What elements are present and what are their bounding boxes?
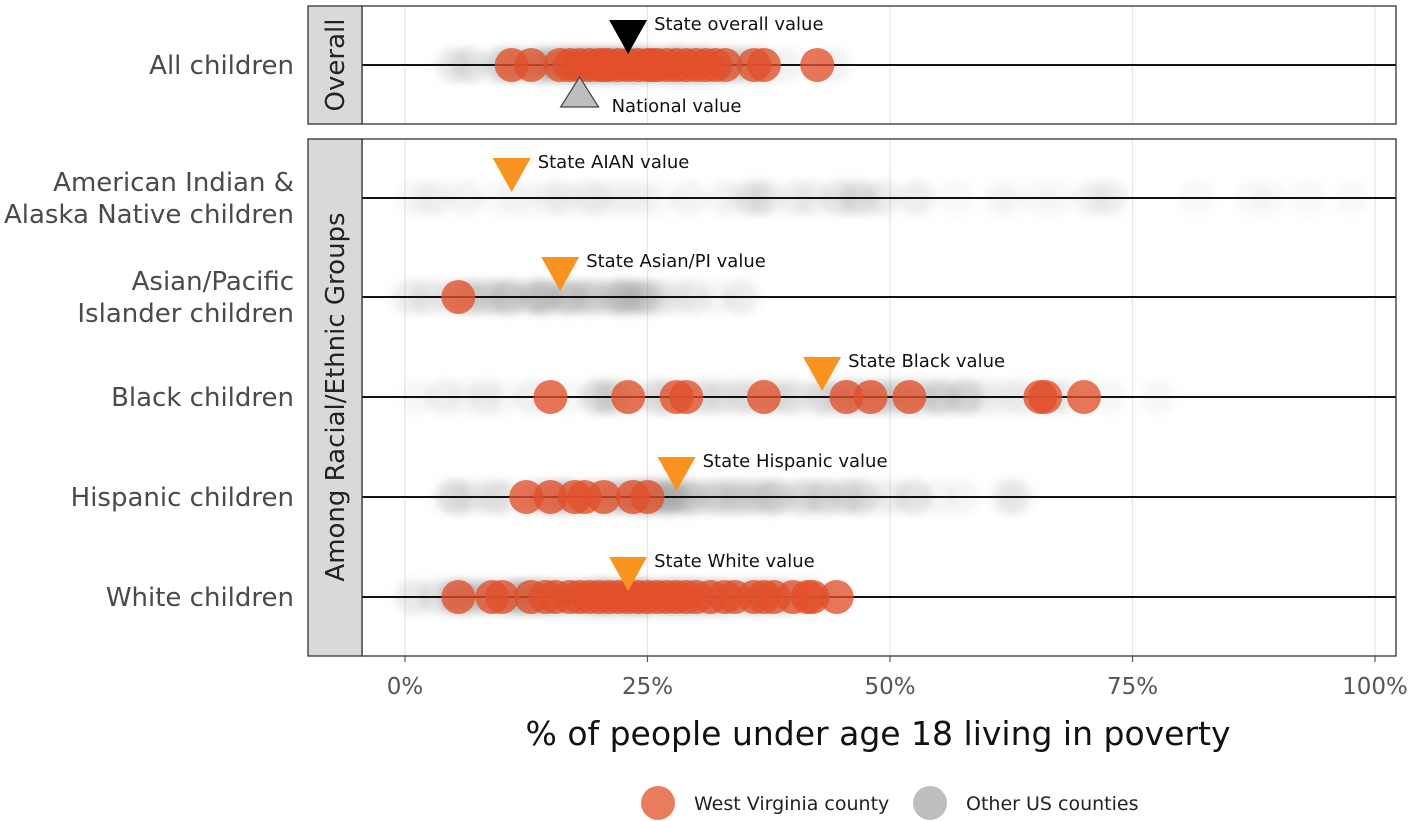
- wv-county-point: [485, 580, 519, 614]
- wv-county-point: [800, 48, 835, 82]
- state-value-marker: [803, 357, 842, 391]
- x-tick-label: 75%: [1107, 674, 1158, 700]
- x-gridlines: [404, 6, 1376, 656]
- wv-county-point: [819, 580, 854, 614]
- x-tick-label: 0%: [387, 674, 424, 700]
- legend-label-us: Other US counties: [966, 793, 1138, 815]
- row-label: White children: [106, 583, 294, 613]
- wv-county-point: [1028, 380, 1063, 414]
- wv-county-point: [514, 48, 549, 82]
- wv-county-point: [533, 380, 568, 414]
- wv-county-point: [746, 48, 781, 82]
- strip-racial-ethnic: [307, 138, 363, 657]
- state-value-marker: [657, 457, 696, 491]
- national-value-marker: [559, 75, 600, 108]
- row-label: American Indian &: [53, 168, 294, 198]
- x-axis-title: % of people under age 18 living in pover…: [525, 714, 1230, 753]
- legend-swatch-us: [913, 786, 947, 820]
- wv-county-point: [611, 380, 646, 414]
- row-label: Hispanic children: [71, 483, 294, 513]
- row-labels: All children American Indian &Alaska Nati…: [4, 51, 294, 613]
- wv-county-point: [441, 280, 476, 314]
- row-label: Islander children: [77, 299, 294, 329]
- state-value-label: State White value: [654, 551, 815, 572]
- state-value-label: State Hispanic value: [703, 451, 888, 472]
- wv-county-point: [746, 380, 781, 414]
- wv-county-point: [892, 380, 927, 414]
- national-value-label: National value: [612, 96, 742, 117]
- row-label: Black children: [111, 383, 294, 413]
- state-value-label: State overall value: [654, 14, 823, 35]
- wv-county-point: [795, 580, 830, 614]
- legend-swatch-wv: [641, 786, 675, 820]
- wv-county-point: [509, 480, 544, 514]
- x-tick-label: 100%: [1342, 674, 1408, 700]
- state-value-marker: [492, 158, 531, 192]
- x-axis-ticks: 0% 25% 50% 75% 100%: [387, 656, 1408, 700]
- wv-county-point: [708, 48, 743, 82]
- wv-county-point: [669, 380, 704, 414]
- strip-overall: [307, 5, 363, 125]
- wv-county-point: [533, 480, 568, 514]
- row-label: All children: [149, 51, 294, 81]
- legend: West Virginia county Other US counties: [641, 786, 1138, 820]
- other-us-counties-points: [389, 47, 1370, 615]
- wv-county-point: [829, 380, 864, 414]
- row-label: Asian/Pacific: [132, 267, 294, 297]
- row-baselines: [362, 64, 1396, 598]
- legend-label-wv: West Virginia county: [694, 793, 889, 815]
- x-tick-label: 50%: [864, 674, 915, 700]
- wv-county-point: [441, 580, 476, 614]
- strip-label-racial-ethnic: Among Racial/Ethnic Groups: [321, 212, 351, 581]
- wv-county-point: [1067, 380, 1101, 414]
- state-value-label: State AIAN value: [538, 152, 690, 173]
- x-tick-label: 25%: [622, 674, 673, 700]
- state-value-marker: [609, 20, 648, 54]
- west-virginia-county-points: [441, 48, 1101, 614]
- state-value-label: State Asian/PI value: [586, 251, 766, 272]
- panel-racial-ethnic: Among Racial/Ethnic Groups: [307, 138, 1397, 657]
- strip-label-overall: Overall: [321, 19, 351, 112]
- state-value-marker: [609, 557, 648, 591]
- state-value-label: State Black value: [848, 351, 1005, 372]
- state-value-markers: State overall value National value State A…: [492, 14, 1005, 591]
- row-label: Alaska Native children: [4, 200, 294, 230]
- panel-overall: Overall: [307, 5, 1397, 125]
- state-value-marker: [541, 257, 580, 291]
- wv-county-point: [853, 380, 888, 414]
- wv-county-point: [586, 480, 621, 514]
- wv-county-point: [630, 480, 665, 514]
